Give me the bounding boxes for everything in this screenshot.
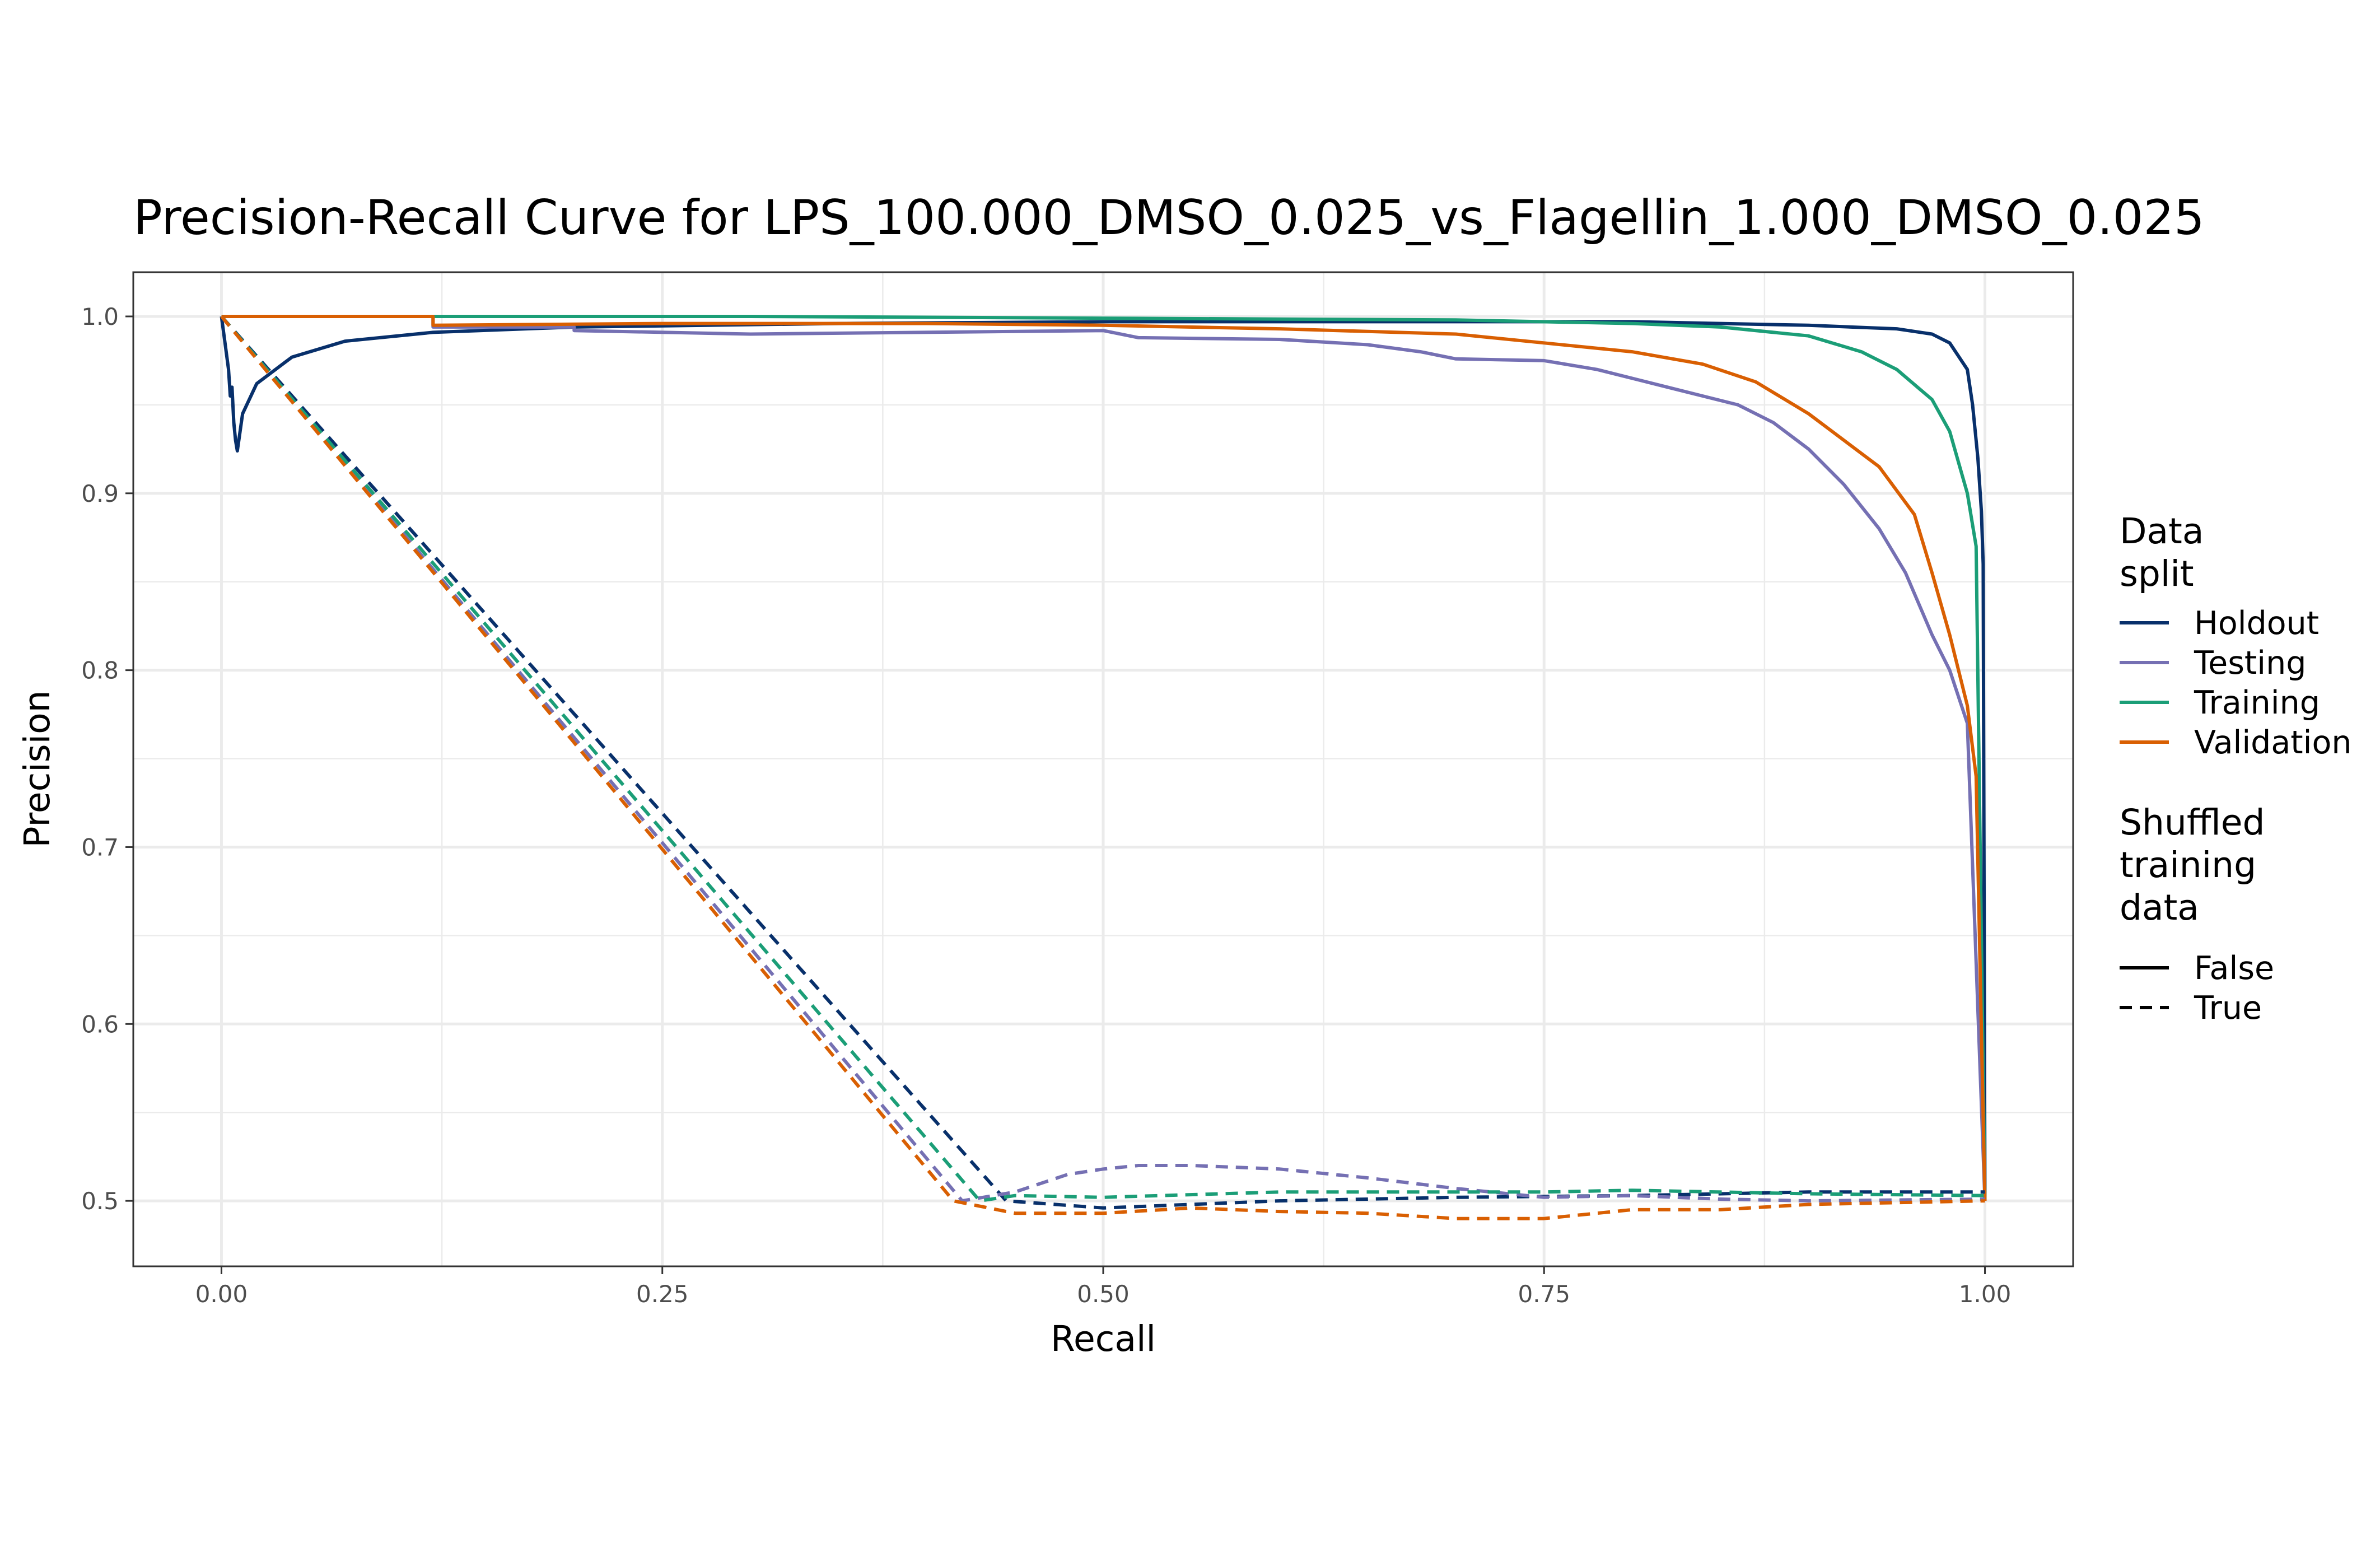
legend: DatasplitHoldoutTestingTrainingValidatio…: [2120, 511, 2351, 1027]
chart-title: Precision-Recall Curve for LPS_100.000_D…: [133, 190, 2205, 246]
x-axis-title: Recall: [1051, 1318, 1156, 1359]
x-tick-label: 0.50: [1077, 1280, 1130, 1308]
y-tick-label: 0.5: [81, 1187, 119, 1215]
legend-label-true: True: [2194, 990, 2262, 1027]
y-tick-label: 0.6: [81, 1010, 119, 1038]
legend-linetype-title: Shuffled: [2120, 802, 2265, 843]
y-tick-label: 0.7: [81, 833, 119, 861]
legend-label-testing: Testing: [2194, 645, 2306, 682]
legend-label-training: Training: [2194, 684, 2320, 721]
legend-label-validation: Validation: [2194, 724, 2351, 761]
y-tick-label: 0.9: [81, 480, 119, 507]
axes: 0.00 0.25 0.50 0.75 1.00 0.5 0.6 0.7 0.8 0.9 1.0: [81, 303, 2011, 1308]
y-tick-label: 0.8: [81, 657, 119, 684]
x-tick-label: 0.00: [195, 1280, 248, 1308]
x-tick-label: 0.75: [1518, 1280, 1571, 1308]
legend-color-title: Data: [2120, 511, 2204, 552]
legend-color-title: split: [2120, 553, 2194, 594]
legend-linetype-title: training: [2120, 845, 2256, 885]
legend-label-holdout: Holdout: [2194, 605, 2319, 642]
y-tick-label: 1.0: [81, 303, 119, 330]
y-axis-title: Precision: [17, 690, 58, 847]
x-tick-label: 1.00: [1959, 1280, 2012, 1308]
legend-label-false: False: [2194, 950, 2274, 987]
grid: [133, 272, 2073, 1266]
x-tick-label: 0.25: [636, 1280, 689, 1308]
legend-linetype-title: data: [2120, 887, 2199, 928]
